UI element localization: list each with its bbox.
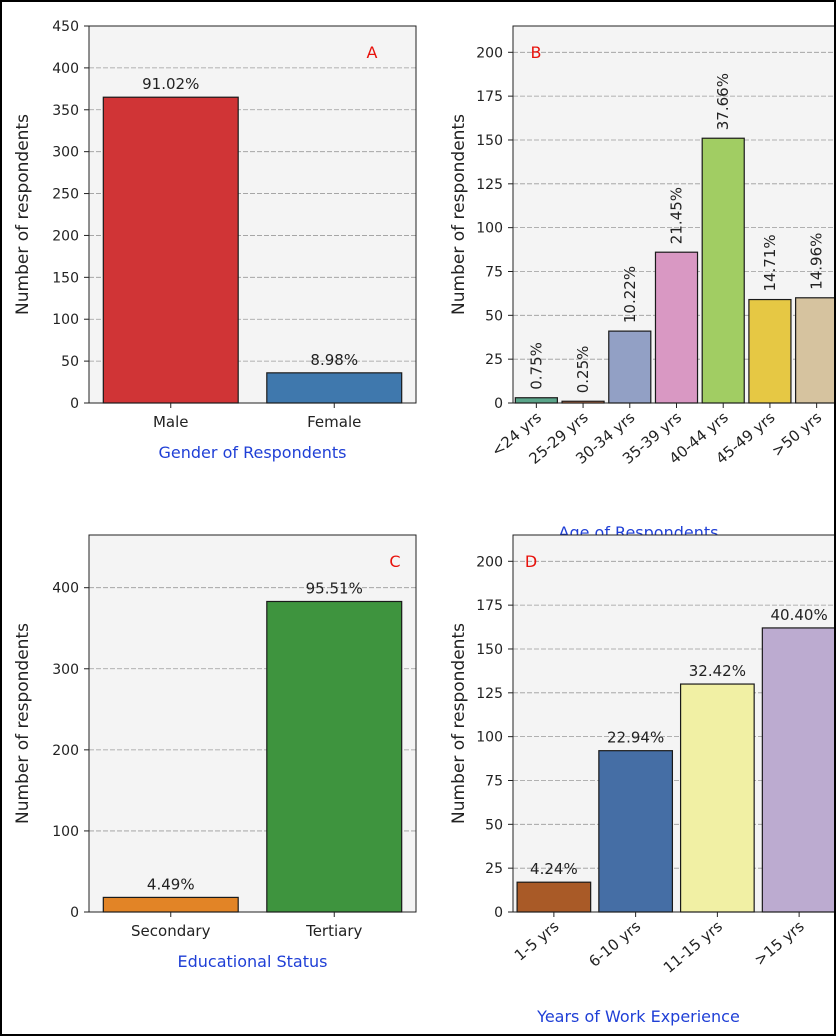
y-tick-label: 25 (485, 352, 503, 368)
y-axis-label: Number of respondents (449, 114, 469, 315)
bar (516, 881, 592, 913)
data-label: 14.71% (761, 234, 779, 291)
bar (598, 750, 674, 913)
bar (748, 298, 792, 404)
bar (102, 896, 239, 913)
y-tick-label: 75 (485, 264, 503, 280)
y-tick-label: 200 (52, 228, 79, 244)
bar (654, 251, 699, 404)
y-tick-label: 0 (494, 396, 503, 412)
y-tick-label: 200 (476, 554, 503, 570)
y-tick-label: 450 (52, 19, 79, 35)
bar (761, 627, 834, 913)
y-tick-label: 100 (52, 824, 79, 840)
y-tick-label: 25 (485, 861, 503, 877)
data-label: 95.51% (306, 579, 363, 597)
data-label: 40.40% (771, 606, 828, 624)
panel-label: D (525, 552, 537, 571)
y-tick-label: 150 (476, 133, 503, 149)
x-tick-label: Male (153, 413, 189, 431)
bar (679, 683, 755, 913)
bar (266, 372, 403, 404)
y-axis-label: Number of respondents (13, 114, 33, 315)
data-label: 37.66% (714, 73, 732, 130)
y-tick-label: 250 (52, 187, 79, 203)
bar (608, 330, 652, 404)
bar (795, 297, 834, 404)
panel-label: C (389, 552, 400, 571)
y-tick-label: 125 (476, 686, 503, 702)
y-tick-label: 0 (494, 905, 503, 921)
y-tick-label: 175 (476, 89, 503, 105)
data-label: 14.96% (808, 233, 826, 290)
y-tick-label: 100 (476, 221, 503, 237)
x-tick-label: >50 yrs (768, 408, 825, 460)
chart-panel-c: 0 100 200 300 400 4.49% Secondary 95.51% Tertiar… (13, 534, 417, 971)
x-tick-label: 11-15 yrs (660, 917, 726, 977)
y-tick-label: 400 (52, 581, 79, 597)
y-tick-label: 50 (485, 308, 503, 324)
panel-label: B (531, 43, 542, 62)
bar (561, 400, 605, 404)
plot-frame (512, 534, 834, 913)
y-tick-label: 150 (52, 270, 79, 286)
y-tick-label: 350 (52, 103, 79, 119)
chart-panel-a: 0 50 100 150 200 250 300 350 400 450 91.02% Male 8.9… (13, 19, 417, 462)
y-tick-label: 0 (70, 905, 79, 921)
x-tick-label: 1-5 yrs (511, 917, 563, 964)
data-label: 21.45% (668, 187, 686, 244)
x-tick-label: >15 yrs (751, 917, 808, 969)
bar (514, 397, 558, 404)
x-axis-label: Educational Status (178, 952, 328, 971)
panel-label: A (367, 43, 378, 62)
data-label: 91.02% (142, 75, 199, 93)
y-tick-label: 100 (476, 730, 503, 746)
plot-frame (88, 534, 417, 913)
y-tick-label: 125 (476, 177, 503, 193)
y-tick-label: 50 (61, 354, 79, 370)
y-tick-label: 300 (52, 662, 79, 678)
y-tick-label: 100 (52, 312, 79, 328)
y-axis-label: Number of respondents (13, 623, 33, 824)
y-tick-label: 400 (52, 61, 79, 77)
data-label: 22.94% (607, 729, 664, 747)
x-tick-label: Secondary (131, 922, 211, 940)
bar (701, 137, 745, 404)
x-tick-label: Female (307, 413, 361, 431)
data-label: 32.42% (689, 662, 746, 680)
y-tick-label: 0 (70, 396, 79, 412)
x-axis-label: Gender of Respondents (159, 443, 347, 462)
y-tick-label: 50 (485, 817, 503, 833)
data-label: 4.24% (530, 860, 578, 878)
data-label: 0.75% (527, 342, 545, 390)
data-label: 4.49% (147, 875, 195, 893)
y-tick-label: 300 (52, 145, 79, 161)
y-tick-label: 150 (476, 642, 503, 658)
bar (266, 600, 403, 913)
y-tick-label: 200 (476, 45, 503, 61)
x-tick-label: 6-10 yrs (585, 917, 644, 971)
bar (102, 96, 239, 404)
data-label: 8.98% (310, 351, 358, 369)
x-axis-label: Years of Work Experience (536, 1007, 740, 1026)
x-tick-label: Tertiary (305, 922, 362, 940)
data-label: 10.22% (621, 266, 639, 323)
chart-panel-d: 0 25 50 75 100 125 150 175 200 4.24% 1-5 yrs 22.94%… (449, 534, 834, 1026)
y-tick-label: 200 (52, 743, 79, 759)
y-axis-label: Number of respondents (449, 623, 469, 824)
y-tick-label: 75 (485, 773, 503, 789)
y-tick-label: 175 (476, 598, 503, 614)
data-label: 0.25% (574, 346, 592, 394)
plot-frame (88, 25, 417, 404)
